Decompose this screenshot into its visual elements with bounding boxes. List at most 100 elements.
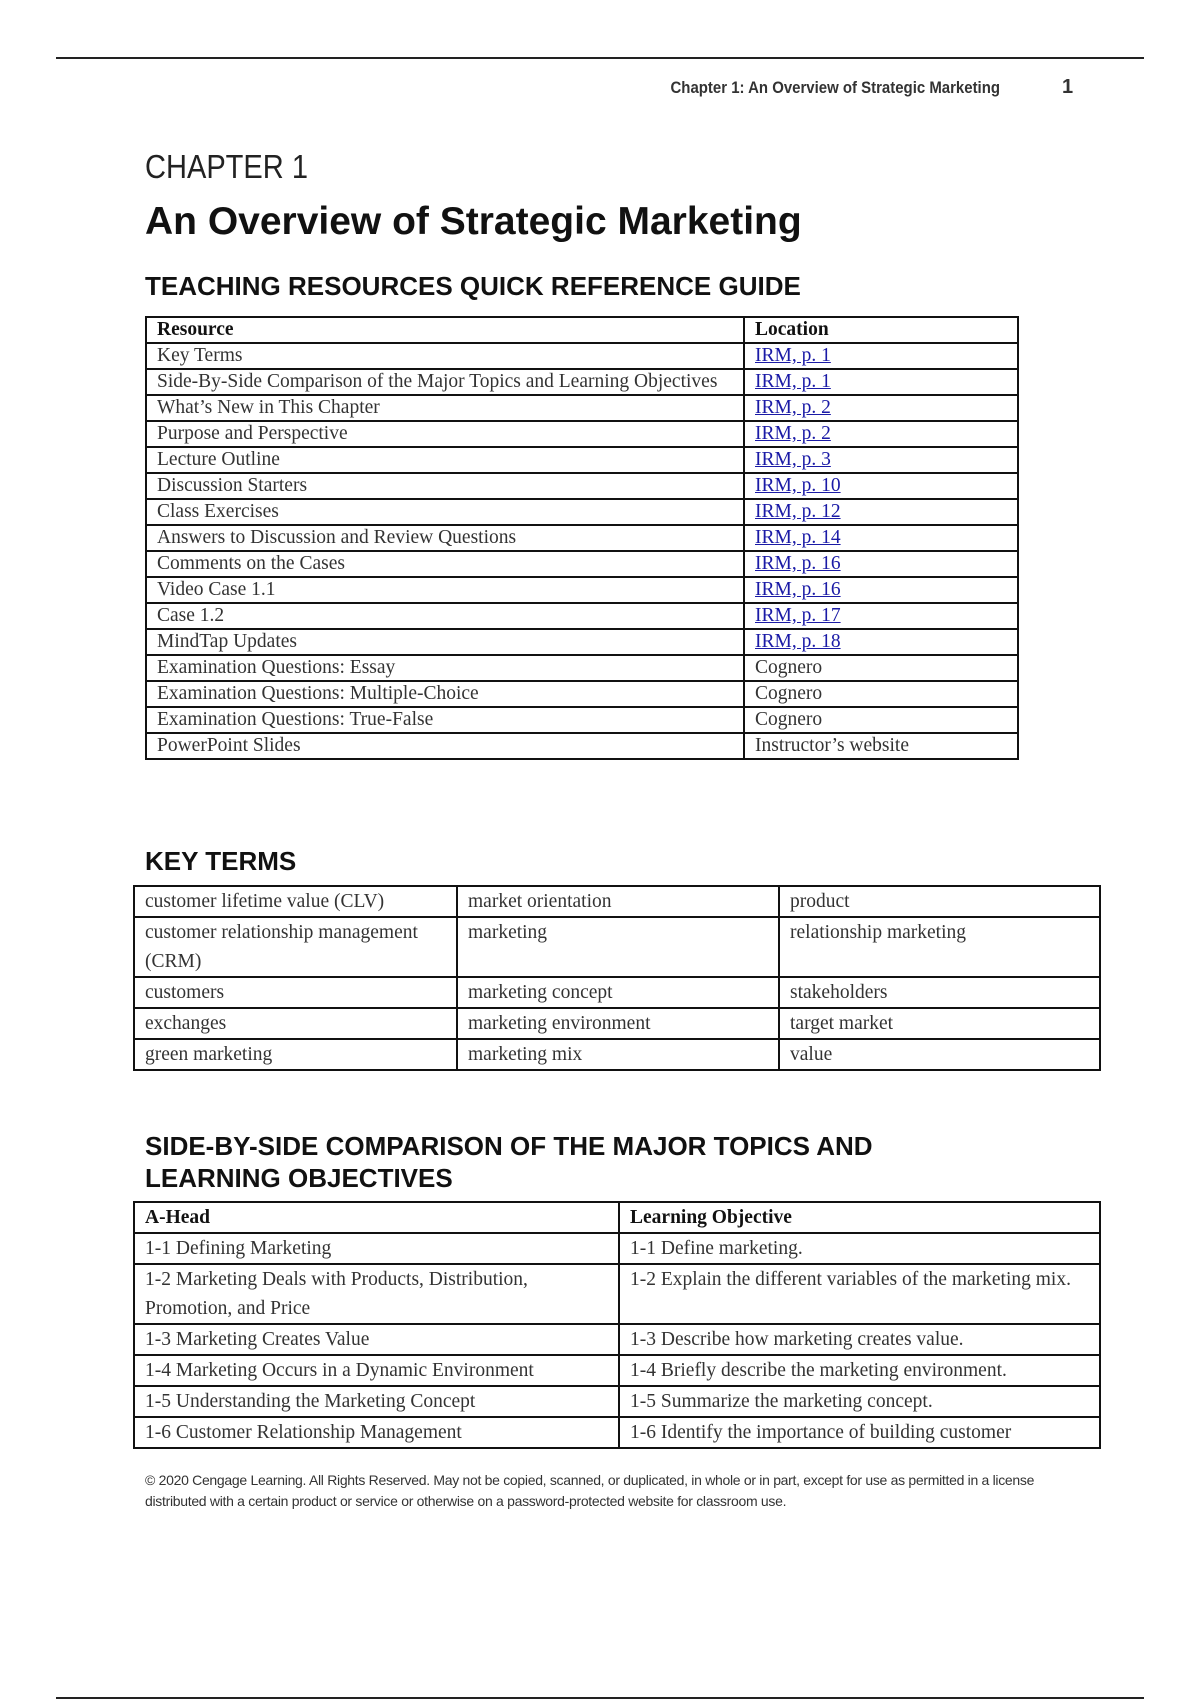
location-cell: IRM, p. 17 xyxy=(743,602,1019,630)
table-row: customer lifetime value (CLV) market orie… xyxy=(133,885,1101,918)
resource-cell: Side-By-Side Comparison of the Major Top… xyxy=(145,368,745,396)
table-row: 1-1 Defining Marketing 1-1 Define marketi… xyxy=(133,1232,1101,1265)
key-term-cell: exchanges xyxy=(133,1007,458,1040)
key-term-cell: marketing concept xyxy=(456,976,780,1009)
table-header-row: A-Head Learning Objective xyxy=(133,1201,1101,1234)
key-term-cell: product xyxy=(778,885,1101,918)
table-row: Key Terms IRM, p. 1 xyxy=(145,342,1019,370)
resource-cell: Class Exercises xyxy=(145,498,745,526)
key-term-cell: marketing mix xyxy=(456,1038,780,1071)
resource-cell: Video Case 1.1 xyxy=(145,576,745,604)
resource-cell: Examination Questions: True-False xyxy=(145,706,745,734)
column-header-resource: Resource xyxy=(145,316,745,344)
location-cell: IRM, p. 16 xyxy=(743,550,1019,578)
a-head-cell: 1-6 Customer Relationship Management xyxy=(133,1416,620,1449)
a-head-cell: 1-4 Marketing Occurs in a Dynamic Enviro… xyxy=(133,1354,620,1387)
key-terms-table: customer lifetime value (CLV) market orie… xyxy=(133,885,1101,1071)
location-link[interactable]: IRM, p. 1 xyxy=(755,371,831,392)
table-row: green marketing marketing mix value xyxy=(133,1038,1101,1071)
location-link[interactable]: IRM, p. 16 xyxy=(755,553,841,574)
table-row: Side-By-Side Comparison of the Major Top… xyxy=(145,368,1019,396)
table-row: Comments on the Cases IRM, p. 16 xyxy=(145,550,1019,578)
key-term-cell: stakeholders xyxy=(778,976,1101,1009)
a-head-cell: 1-2 Marketing Deals with Products, Distr… xyxy=(133,1263,620,1325)
resource-cell: What’s New in This Chapter xyxy=(145,394,745,422)
table-row: Examination Questions: Essay Cognero xyxy=(145,654,1019,682)
resource-cell: Examination Questions: Essay xyxy=(145,654,745,682)
column-header-learning-objective: Learning Objective xyxy=(618,1201,1101,1234)
location-cell: IRM, p. 1 xyxy=(743,368,1019,396)
running-header: Chapter 1: An Overview of Strategic Mark… xyxy=(670,78,1000,97)
location-link[interactable]: IRM, p. 1 xyxy=(755,345,831,366)
key-term-cell: customer lifetime value (CLV) xyxy=(133,885,458,918)
learning-objective-cell: 1-5 Summarize the marketing concept. xyxy=(618,1385,1101,1418)
key-term-cell: customer relationship management (CRM) xyxy=(133,916,458,978)
location-cell: Cognero xyxy=(743,680,1019,708)
a-head-cell: 1-3 Marketing Creates Value xyxy=(133,1323,620,1356)
location-link[interactable]: IRM, p. 18 xyxy=(755,631,841,652)
table-row: 1-4 Marketing Occurs in a Dynamic Enviro… xyxy=(133,1354,1101,1387)
table-row: 1-3 Marketing Creates Value 1-3 Describe … xyxy=(133,1323,1101,1356)
key-term-cell: customers xyxy=(133,976,458,1009)
learning-objective-cell: 1-6 Identify the importance of building … xyxy=(618,1416,1101,1449)
location-link[interactable]: IRM, p. 3 xyxy=(755,449,831,470)
table-row: MindTap Updates IRM, p. 18 xyxy=(145,628,1019,656)
resource-cell: Lecture Outline xyxy=(145,446,745,474)
location-link[interactable]: IRM, p. 10 xyxy=(755,475,841,496)
table-row: Examination Questions: True-False Cognero xyxy=(145,706,1019,734)
table-row: Discussion Starters IRM, p. 10 xyxy=(145,472,1019,500)
table-row: 1-5 Understanding the Marketing Concept 1… xyxy=(133,1385,1101,1418)
location-link[interactable]: IRM, p. 16 xyxy=(755,579,841,600)
footer-rule xyxy=(56,1697,1144,1699)
location-cell: IRM, p. 16 xyxy=(743,576,1019,604)
location-link[interactable]: IRM, p. 2 xyxy=(755,397,831,418)
page-number: 1 xyxy=(1062,76,1074,98)
location-link[interactable]: IRM, p. 12 xyxy=(755,501,841,522)
key-term-cell: value xyxy=(778,1038,1101,1071)
column-header-location: Location xyxy=(743,316,1019,344)
table-row: exchanges marketing environment target mar… xyxy=(133,1007,1101,1040)
table-row: Case 1.2 IRM, p. 17 xyxy=(145,602,1019,630)
resources-heading: TEACHING RESOURCES QUICK REFERENCE GUIDE xyxy=(145,271,801,301)
chapter-label: CHAPTER 1 xyxy=(145,148,308,185)
location-cell: Instructor’s website xyxy=(743,732,1019,760)
location-link[interactable]: IRM, p. 17 xyxy=(755,605,841,626)
resource-cell: Discussion Starters xyxy=(145,472,745,500)
location-cell: IRM, p. 3 xyxy=(743,446,1019,474)
key-term-cell: relationship marketing xyxy=(778,916,1101,978)
resource-cell: MindTap Updates xyxy=(145,628,745,656)
a-head-cell: 1-1 Defining Marketing xyxy=(133,1232,620,1265)
learning-objective-cell: 1-3 Describe how marketing creates value… xyxy=(618,1323,1101,1356)
comparison-heading: SIDE-BY-SIDE COMPARISON OF THE MAJOR TOP… xyxy=(145,1131,873,1193)
location-cell: IRM, p. 14 xyxy=(743,524,1019,552)
table-row: Lecture Outline IRM, p. 3 xyxy=(145,446,1019,474)
resource-cell: Examination Questions: Multiple-Choice xyxy=(145,680,745,708)
copyright-footer: © 2020 Cengage Learning. All Rights Rese… xyxy=(145,1472,1035,1509)
resource-cell: Purpose and Perspective xyxy=(145,420,745,448)
location-cell: Cognero xyxy=(743,706,1019,734)
key-terms-heading: KEY TERMS xyxy=(145,846,297,876)
table-header-row: Resource Location xyxy=(145,316,1019,344)
location-link[interactable]: IRM, p. 2 xyxy=(755,423,831,444)
key-term-cell: green marketing xyxy=(133,1038,458,1071)
key-term-cell: market orientation xyxy=(456,885,780,918)
table-row: PowerPoint Slides Instructor’s website xyxy=(145,732,1019,760)
table-row: 1-2 Marketing Deals with Products, Distr… xyxy=(133,1263,1101,1325)
table-row: Video Case 1.1 IRM, p. 16 xyxy=(145,576,1019,604)
a-head-cell: 1-5 Understanding the Marketing Concept xyxy=(133,1385,620,1418)
page-title: An Overview of Strategic Marketing xyxy=(145,200,802,243)
location-cell: IRM, p. 12 xyxy=(743,498,1019,526)
key-term-cell: target market xyxy=(778,1007,1101,1040)
table-row: 1-6 Customer Relationship Management 1-6 … xyxy=(133,1416,1101,1449)
location-link[interactable]: IRM, p. 14 xyxy=(755,527,841,548)
resource-cell: Case 1.2 xyxy=(145,602,745,630)
table-row: Purpose and Perspective IRM, p. 2 xyxy=(145,420,1019,448)
comparison-table: A-Head Learning Objective 1-1 Defining M… xyxy=(133,1201,1101,1449)
key-term-cell: marketing xyxy=(456,916,780,978)
table-row: customers marketing concept stakeholders xyxy=(133,976,1101,1009)
table-row: What’s New in This Chapter IRM, p. 2 xyxy=(145,394,1019,422)
location-cell: Cognero xyxy=(743,654,1019,682)
location-cell: IRM, p. 2 xyxy=(743,394,1019,422)
resource-cell: Key Terms xyxy=(145,342,745,370)
column-header-a-head: A-Head xyxy=(133,1201,620,1234)
